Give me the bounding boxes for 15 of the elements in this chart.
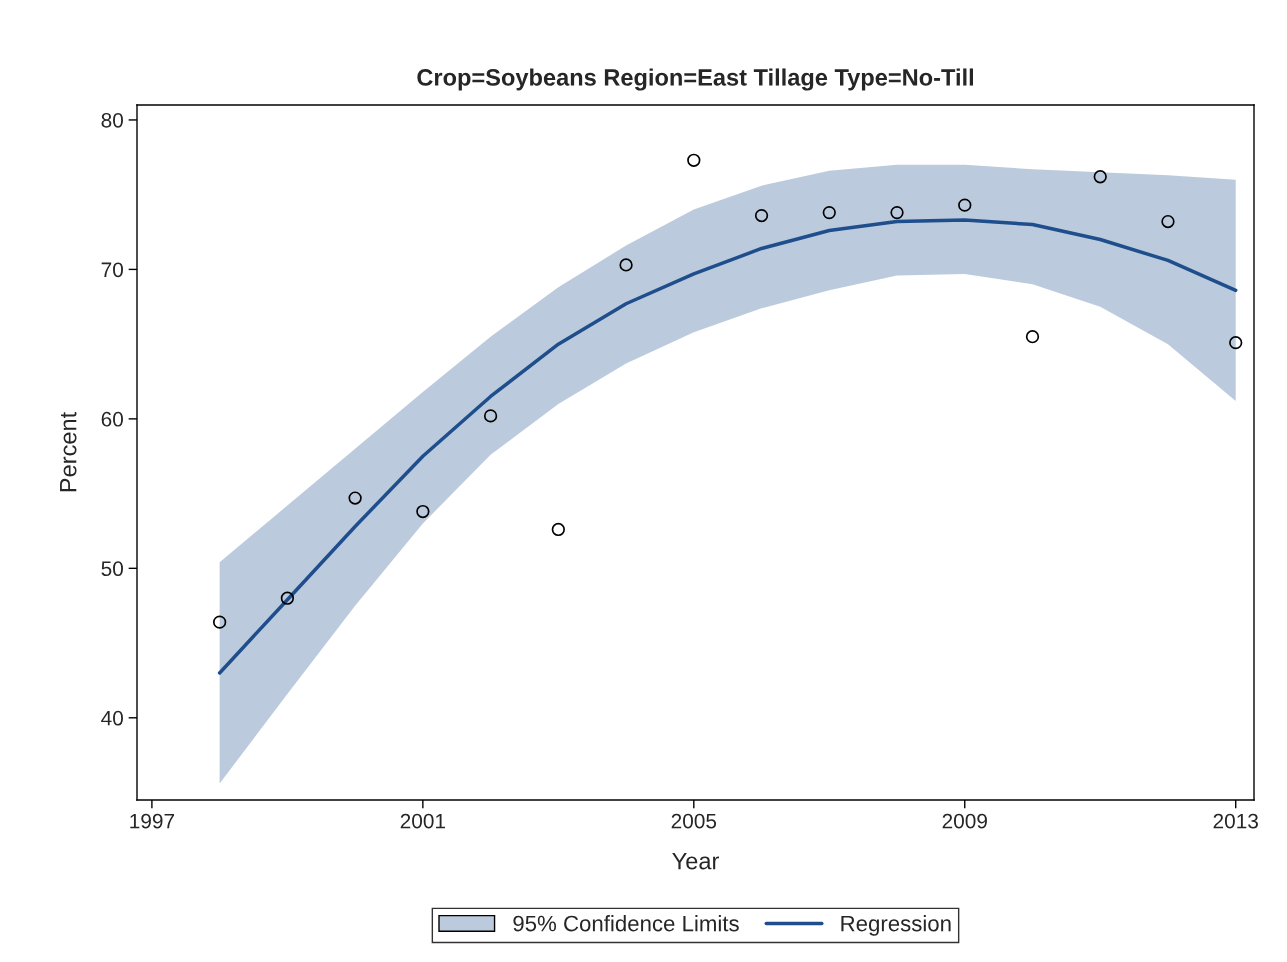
x-tick-label: 2009 — [942, 813, 987, 829]
x-tick-label: 2005 — [671, 813, 717, 829]
x-tick-label: 2013 — [1213, 813, 1258, 829]
text: 95% Confidence Limits — [513, 915, 739, 932]
y-tick-label: 80 — [101, 112, 123, 128]
y-tick-label: 40 — [101, 710, 123, 726]
x-axis-title: Year — [672, 852, 719, 870]
y-tick-label: 70 — [101, 262, 123, 278]
y-tick-label: 50 — [101, 561, 123, 577]
x-tick-label: 1997 — [130, 813, 175, 829]
x-tick-label: 2001 — [400, 813, 446, 829]
y-tick-label: 60 — [101, 411, 123, 427]
legend-label: Regression — [841, 915, 951, 936]
chart-title: Crop=Soybeans Region=East Tillage Type=No-Till — [417, 68, 974, 91]
y-axis-title: Percent — [60, 411, 77, 492]
